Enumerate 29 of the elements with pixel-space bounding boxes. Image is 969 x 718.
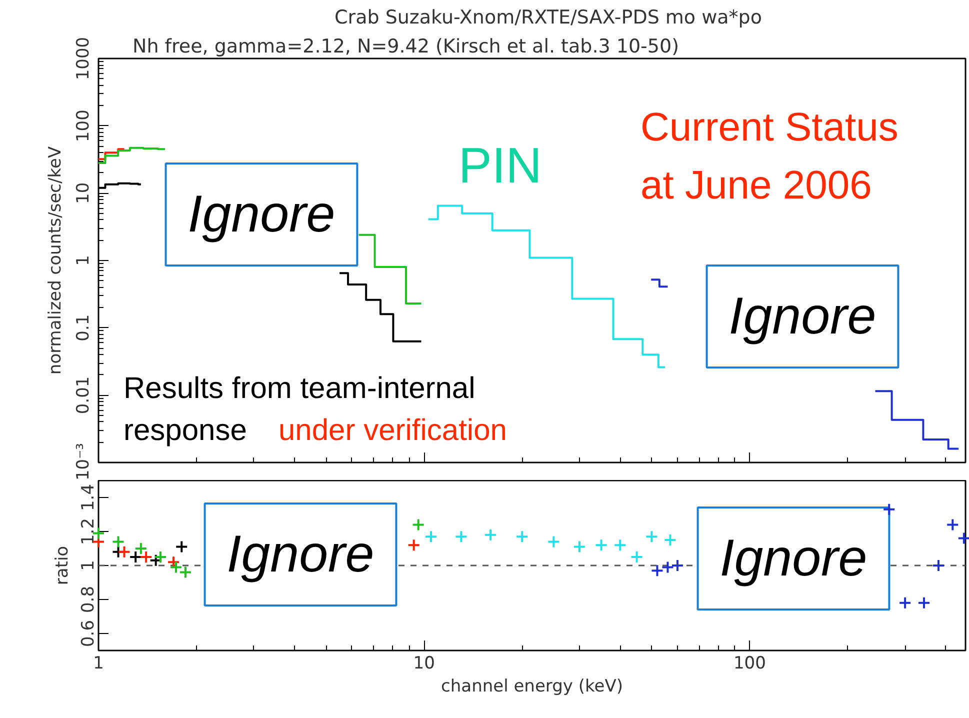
y-tick-label: 1.2 — [78, 518, 98, 546]
annotation: response — [124, 414, 247, 447]
chart-title: Crab Suzaku-Xnom/RXTE/SAX-PDS mo wa*po — [334, 6, 762, 28]
x-tick-label: 10 — [413, 654, 435, 674]
annotation: Ignore — [720, 530, 868, 588]
chart-subtitle: Nh free, gamma=2.12, N=9.42 (Kirsch et al. tab.3 10-50) — [132, 36, 679, 58]
y-axis-title: normalized counts/sec/keV — [46, 146, 66, 375]
y-tick-label: 10⁻³ — [74, 443, 94, 480]
y-tick-label: 100 — [74, 110, 94, 142]
x-axis-title: channel energy (keV) — [441, 676, 623, 696]
annotation: Ignore — [728, 288, 876, 346]
y-axis-title: ratio — [52, 546, 72, 586]
y-tick-label: 0.8 — [78, 586, 98, 614]
annotation: at June 2006 — [640, 164, 872, 208]
y-tick-label: 1 — [74, 255, 94, 266]
y-tick-label: 1 — [78, 560, 98, 571]
x-tick-label: 100 — [733, 654, 766, 674]
annotation: PIN — [458, 138, 542, 194]
annotation: Results from team-internal — [124, 372, 476, 405]
y-tick-label: 0.01 — [74, 376, 94, 414]
annotation: Ignore — [226, 526, 374, 584]
y-tick-label: 1000 — [74, 36, 94, 80]
annotation: under verification — [278, 414, 507, 447]
y-tick-label: 1.4 — [78, 484, 98, 512]
y-tick-label: 0.1 — [74, 314, 94, 342]
y-tick-label: 10 — [74, 182, 94, 204]
annotation: Ignore — [188, 186, 336, 244]
annotation: Current Status — [640, 106, 898, 150]
y-tick-label: 0.6 — [78, 620, 98, 648]
